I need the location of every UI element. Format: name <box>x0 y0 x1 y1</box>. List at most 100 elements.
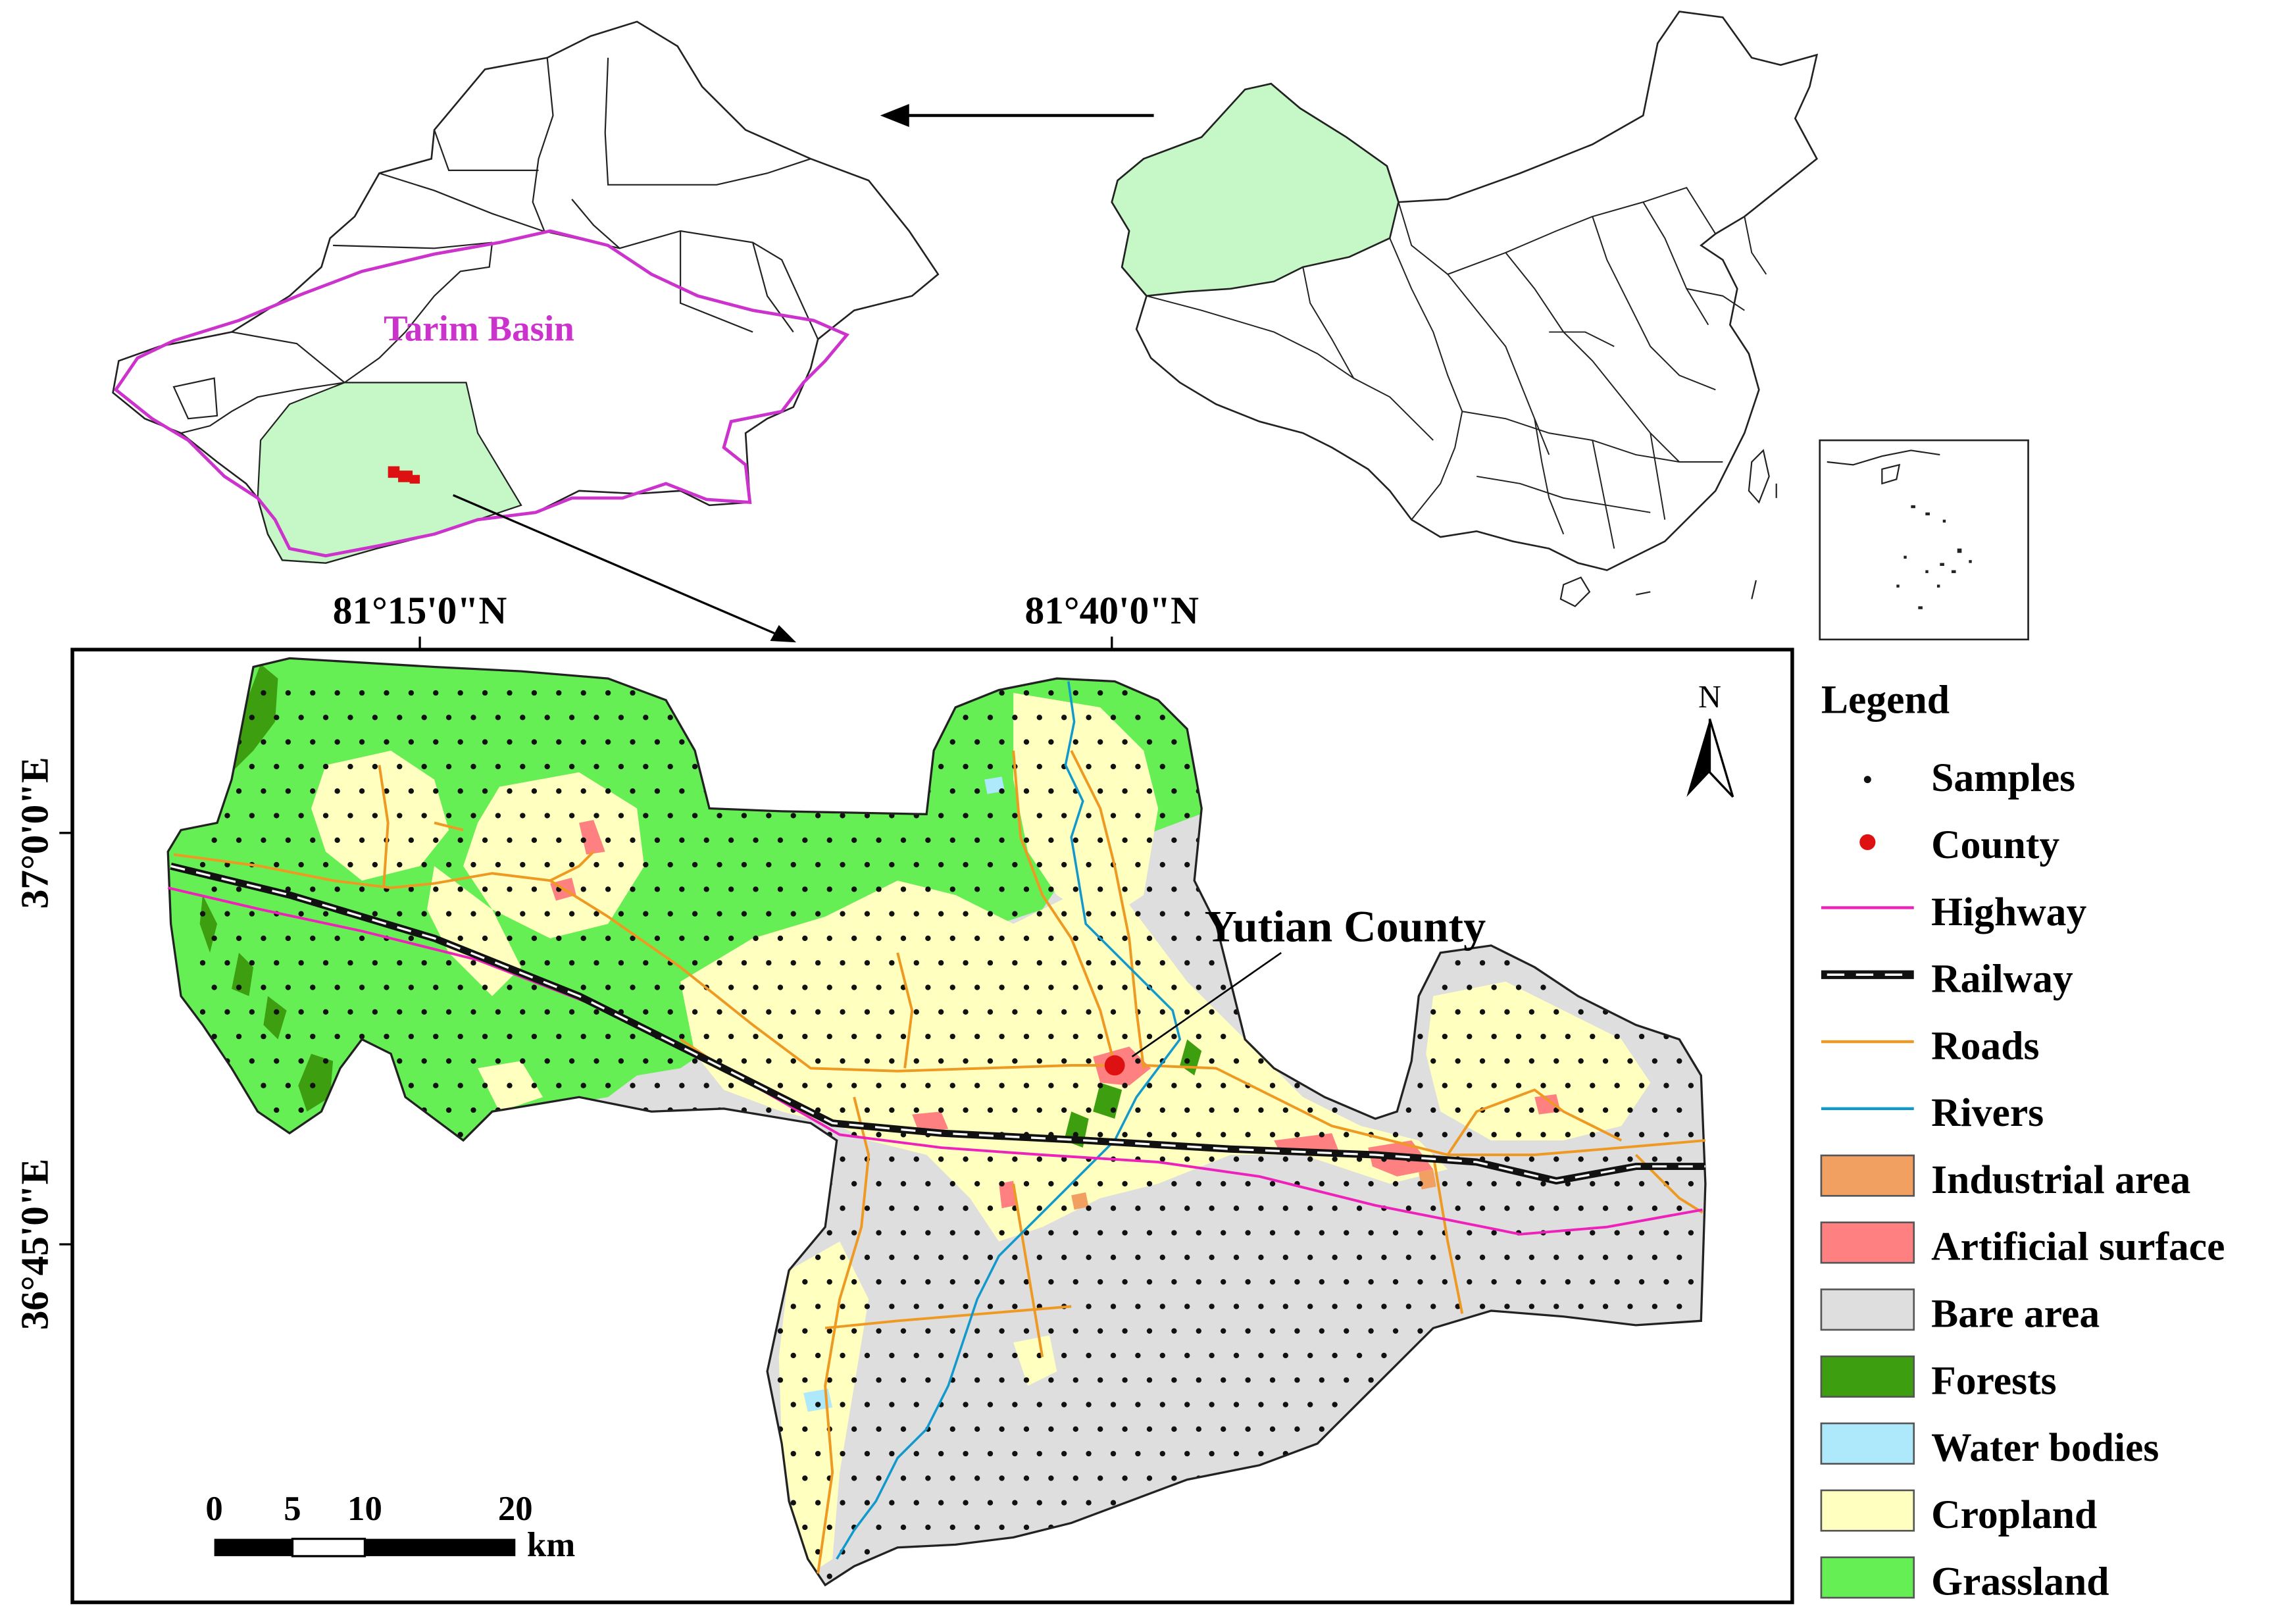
sample-point <box>1245 1279 1251 1285</box>
sample-point <box>864 1450 870 1457</box>
sample-point <box>925 1180 931 1187</box>
sample-point <box>1110 813 1117 819</box>
sample-point <box>1061 1058 1067 1064</box>
sample-point <box>1627 1205 1633 1211</box>
sample-point <box>1319 1279 1325 1285</box>
sample-point <box>482 935 488 942</box>
sample-point <box>1590 1082 1596 1088</box>
sample-point <box>999 1230 1005 1236</box>
sample-point <box>815 861 821 868</box>
sample-point <box>963 1450 969 1457</box>
sample-point <box>1048 739 1054 745</box>
sample-point <box>1528 1009 1535 1015</box>
sample-point <box>949 1475 955 1481</box>
sample-point <box>1012 813 1018 819</box>
sample-point <box>1430 1009 1436 1015</box>
sample-point <box>568 960 575 966</box>
sample-point <box>900 1475 907 1481</box>
sample-point <box>667 1009 673 1015</box>
sample-point <box>1159 1352 1165 1359</box>
sample-point <box>987 1107 994 1113</box>
sample-point <box>938 1107 944 1113</box>
sample-point <box>1319 1426 1325 1433</box>
sample-point <box>654 788 661 794</box>
sample-point <box>987 1450 994 1457</box>
sample-point <box>433 886 439 892</box>
sample-point <box>679 1033 685 1040</box>
sample-point <box>949 1426 955 1433</box>
sample-point <box>1061 715 1067 721</box>
sample-point <box>963 1107 969 1113</box>
sample-point <box>249 715 255 721</box>
sample-point <box>703 935 709 942</box>
sample-point <box>1135 1058 1141 1064</box>
legend-label: Cropland <box>1931 1492 2097 1537</box>
legend-item: Water bodies <box>1820 1422 2159 1470</box>
sample-point <box>1442 1132 1448 1138</box>
sample-point <box>999 1426 1005 1433</box>
sample-point <box>840 1450 845 1457</box>
sample-point <box>974 788 980 794</box>
sample-point <box>249 960 255 966</box>
sample-point <box>1455 960 1461 966</box>
sample-point <box>347 763 353 770</box>
sample-point <box>1023 1082 1030 1088</box>
sample-point <box>1578 1156 1584 1162</box>
sample-point <box>593 960 599 966</box>
sample-point <box>397 715 403 721</box>
sample-point <box>1282 1156 1289 1162</box>
sample-point <box>322 960 329 966</box>
sample-point <box>851 1082 857 1088</box>
sample-point <box>630 886 636 892</box>
sample-point <box>1614 1082 1620 1088</box>
sample-point <box>1245 1426 1251 1433</box>
sample-point <box>384 1033 390 1040</box>
sample-point <box>840 1254 845 1260</box>
sample-point <box>1553 1058 1559 1064</box>
sample-point <box>1209 1107 1215 1113</box>
sample-point <box>1171 935 1177 942</box>
sample-point <box>1036 960 1042 966</box>
sample-point <box>224 911 230 917</box>
sample-point <box>1565 1279 1571 1285</box>
sample-point <box>1602 1254 1609 1260</box>
sample-point <box>1146 1377 1153 1383</box>
sample-point <box>1196 1132 1201 1138</box>
sample-point <box>1086 1205 1092 1211</box>
sample-point <box>1023 1524 1030 1531</box>
sample-point <box>987 960 994 966</box>
sample-point <box>1319 1180 1325 1187</box>
sample-point <box>1627 1254 1633 1260</box>
sample-point <box>1023 690 1030 696</box>
sample-point <box>987 1205 994 1211</box>
sample-point <box>495 715 501 721</box>
sample-point <box>913 911 919 917</box>
north-arrow-label: N <box>1698 680 1721 715</box>
sample-point <box>1135 1402 1141 1408</box>
sample-point <box>864 1402 870 1408</box>
sample-point <box>667 813 673 819</box>
sample-point <box>815 1254 821 1260</box>
sample-point <box>1221 1279 1226 1285</box>
sample-point <box>949 1524 955 1531</box>
sample-point <box>815 960 821 966</box>
sample-point <box>1233 1352 1240 1359</box>
sample-point <box>359 935 365 942</box>
sample-point <box>1209 1009 1215 1015</box>
sample-point <box>1159 763 1165 770</box>
sample-point <box>974 1082 980 1088</box>
highway <box>167 886 1703 1236</box>
sample-point <box>1515 1180 1522 1187</box>
sample-point <box>1258 1402 1264 1408</box>
sample-point <box>1196 935 1201 942</box>
sample-point <box>1392 1328 1399 1334</box>
sample-point <box>531 788 538 794</box>
sample-point <box>679 935 685 942</box>
sample-point <box>864 1205 870 1211</box>
sample-point <box>1638 1180 1645 1187</box>
sample-point <box>1135 1107 1141 1113</box>
sample-point <box>802 1279 808 1285</box>
sample-point <box>1086 813 1092 819</box>
sample-point <box>1504 1254 1510 1260</box>
legend-item: Bare area <box>1820 1288 2100 1336</box>
